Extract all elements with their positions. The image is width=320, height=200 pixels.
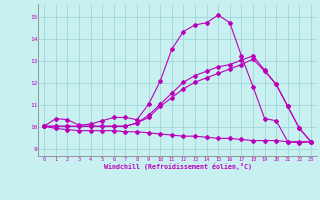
X-axis label: Windchill (Refroidissement éolien,°C): Windchill (Refroidissement éolien,°C)	[104, 163, 252, 170]
